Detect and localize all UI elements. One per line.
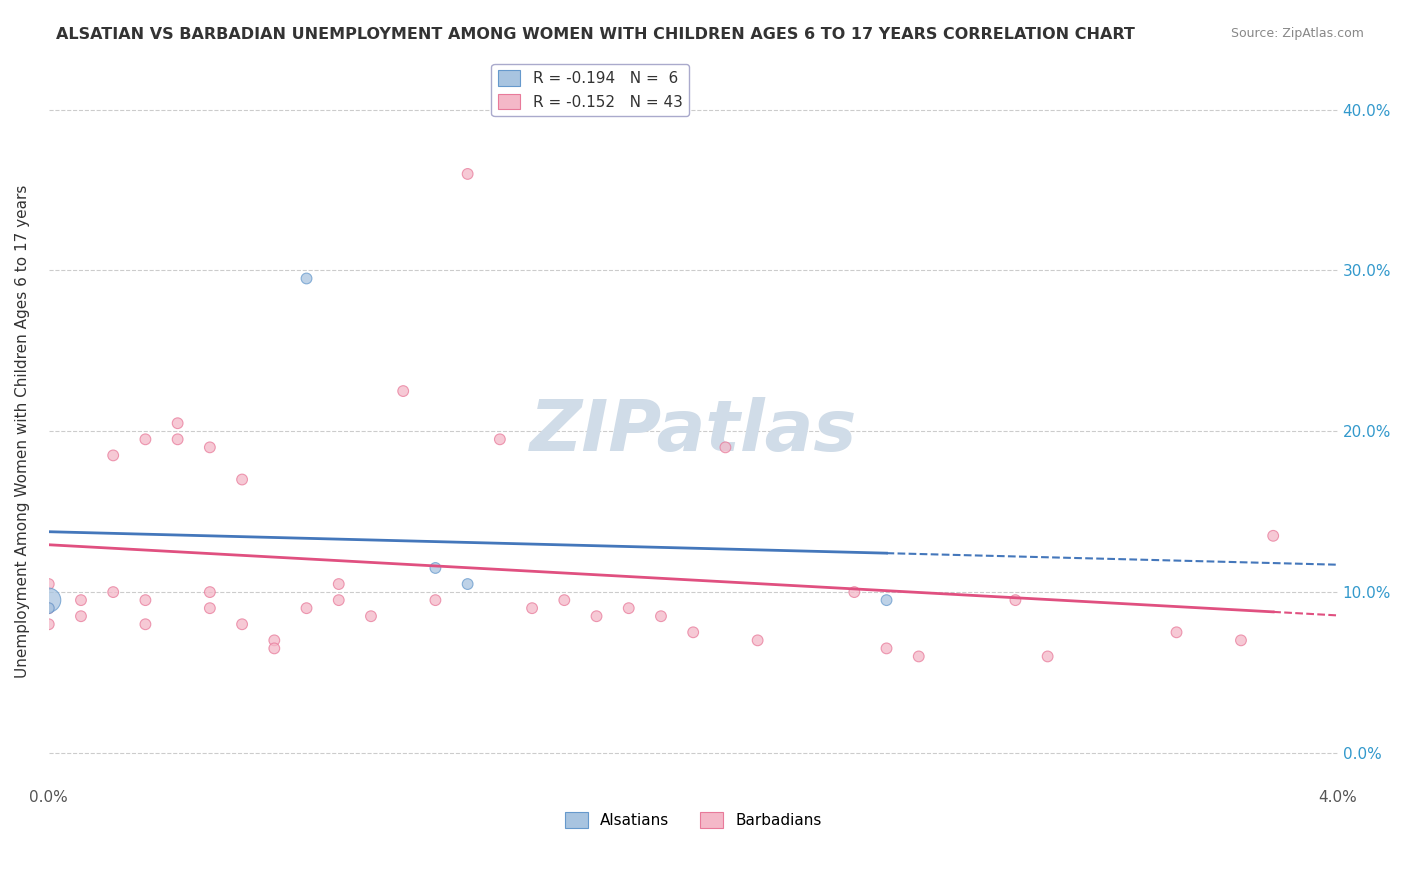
Point [134, 617, 156, 632]
Point [650, 609, 672, 624]
Legend: Alsatians, Barbadians: Alsatians, Barbadians [558, 805, 828, 834]
Point [747, 633, 769, 648]
Point [425, 561, 447, 575]
Point [1230, 633, 1253, 648]
Point [70, 609, 93, 624]
Point [876, 641, 898, 656]
Point [38, 601, 60, 615]
Point [198, 585, 221, 599]
Point [103, 585, 125, 599]
Point [682, 625, 704, 640]
Text: ALSATIAN VS BARBADIAN UNEMPLOYMENT AMONG WOMEN WITH CHILDREN AGES 6 TO 17 YEARS : ALSATIAN VS BARBADIAN UNEMPLOYMENT AMONG… [56, 27, 1135, 42]
Point [231, 473, 253, 487]
Text: Source: ZipAtlas.com: Source: ZipAtlas.com [1230, 27, 1364, 40]
Point [70, 593, 93, 607]
Point [328, 593, 350, 607]
Point [198, 441, 221, 455]
Point [166, 416, 188, 430]
Point [166, 432, 188, 446]
Point [263, 641, 285, 656]
Point [457, 167, 479, 181]
Point [103, 449, 125, 463]
Point [1036, 649, 1059, 664]
Point [392, 384, 415, 398]
Y-axis label: Unemployment Among Women with Children Ages 6 to 17 years: Unemployment Among Women with Children A… [15, 185, 30, 678]
Point [134, 432, 156, 446]
Point [457, 577, 479, 591]
Point [1263, 529, 1285, 543]
Point [38, 593, 60, 607]
Point [198, 601, 221, 615]
Point [553, 593, 575, 607]
Point [489, 432, 512, 446]
Point [38, 577, 60, 591]
Point [585, 609, 607, 624]
Point [876, 593, 898, 607]
Point [38, 601, 60, 615]
Point [295, 601, 318, 615]
Text: ZIPatlas: ZIPatlas [530, 397, 856, 466]
Point [360, 609, 382, 624]
Point [328, 577, 350, 591]
Point [231, 617, 253, 632]
Point [714, 441, 737, 455]
Point [520, 601, 543, 615]
Point [295, 271, 318, 285]
Point [263, 633, 285, 648]
Point [134, 593, 156, 607]
Point [844, 585, 866, 599]
Point [425, 593, 447, 607]
Point [617, 601, 640, 615]
Point [907, 649, 929, 664]
Point [38, 617, 60, 632]
Point [1004, 593, 1026, 607]
Point [1166, 625, 1188, 640]
